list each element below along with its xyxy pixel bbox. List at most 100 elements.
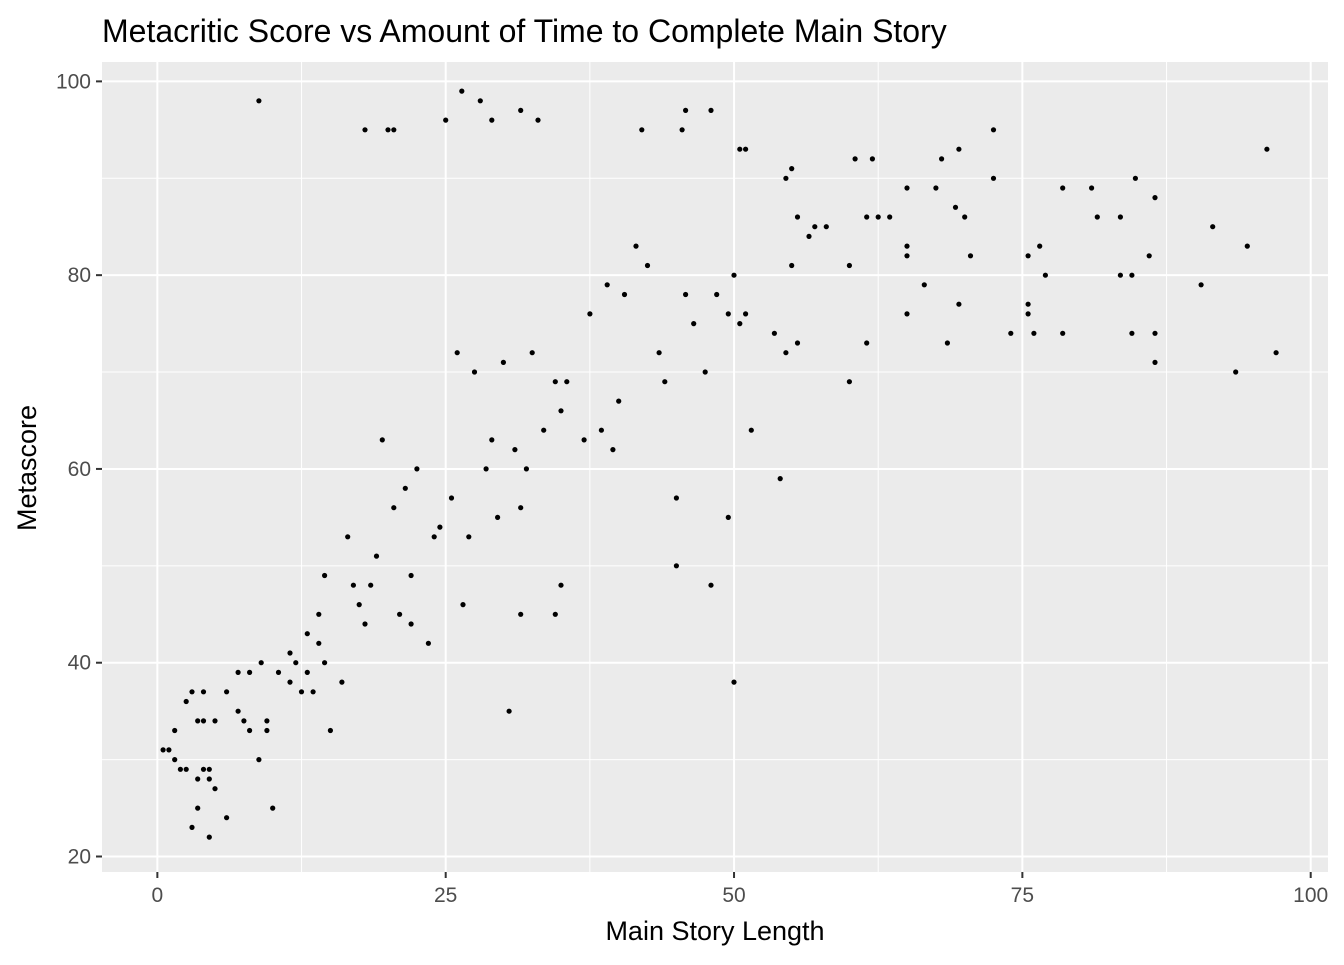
scatter-point (489, 117, 495, 123)
grid-lines (102, 62, 1328, 872)
scatter-point (1031, 330, 1037, 336)
scatter-point (350, 582, 356, 588)
scatter-point (598, 427, 605, 433)
scatter-point (256, 98, 262, 104)
scatter-point (200, 689, 207, 695)
scatter-point (846, 262, 853, 269)
scatter-point (241, 718, 247, 724)
scatter-point (846, 379, 853, 385)
scatter-point (1210, 224, 1216, 230)
scatter-point (454, 350, 460, 356)
scatter-point (789, 166, 795, 172)
scatter-point (500, 359, 506, 365)
y-axis-title: Metascore (12, 405, 42, 531)
scatter-point (743, 146, 749, 152)
scatter-point (771, 330, 778, 336)
scatter-point (806, 233, 812, 239)
scatter-point (683, 107, 689, 113)
scatter-point (864, 214, 870, 220)
scatter-point (1025, 311, 1031, 317)
scatter-point (552, 611, 558, 617)
y-tick-label: 40 (68, 652, 91, 675)
scatter-point (304, 669, 310, 676)
scatter-point (683, 291, 689, 298)
scatter-point (933, 185, 939, 191)
x-tick-label: 25 (434, 884, 457, 907)
scatter-point (195, 718, 201, 724)
scatter-point (443, 117, 449, 123)
scatter-point (316, 611, 322, 617)
scatter-point (1117, 214, 1123, 220)
scatter-point (373, 553, 380, 559)
scatter-point (466, 534, 472, 540)
scatter-point (506, 708, 512, 714)
scatter-point (990, 175, 997, 181)
scatter-point (345, 534, 351, 540)
scatter-point (235, 708, 241, 714)
scatter-point (552, 379, 558, 385)
scatter-point (529, 350, 535, 356)
scatter-point (172, 757, 178, 763)
scatter-point (962, 214, 968, 220)
x-tick-label: 0 (152, 884, 164, 907)
scatter-point (731, 272, 737, 278)
scatter-point (518, 505, 524, 511)
scatter-point (183, 698, 189, 705)
scatter-point (702, 369, 708, 375)
scatter-point (189, 824, 195, 831)
scatter-point (408, 572, 414, 579)
scatter-point (391, 505, 397, 511)
x-tick-label: 50 (722, 884, 745, 907)
scatter-point (287, 679, 293, 685)
scatter-point (256, 757, 262, 763)
scatter-point (748, 427, 754, 433)
scatter-point (952, 204, 959, 210)
scatter-point (1094, 214, 1100, 220)
scatter-point (794, 214, 801, 220)
scatter-point (437, 524, 443, 530)
scatter-point (794, 340, 801, 346)
scatter-point (414, 466, 420, 472)
scatter-point (783, 175, 789, 181)
y-tick-label: 100 (56, 70, 91, 93)
scatter-point (1008, 330, 1014, 336)
scatter-point (1060, 330, 1066, 336)
scatter-point (206, 766, 212, 772)
scatter-point (1129, 330, 1135, 336)
scatter-point (904, 311, 910, 317)
scatter-point (875, 214, 881, 220)
scatter-point (990, 127, 997, 133)
scatter-point (304, 631, 310, 637)
scatter-point (224, 689, 230, 695)
scatter-point (1042, 272, 1048, 278)
scatter-point (1152, 195, 1158, 201)
scatter-point (789, 262, 795, 269)
scatter-point (183, 766, 189, 772)
scatter-point (287, 650, 293, 656)
scatter-point (1060, 185, 1066, 191)
scatter-point (1037, 243, 1043, 249)
scatter-point (604, 282, 610, 288)
scatter-point (177, 766, 183, 772)
scatter-point (264, 718, 270, 724)
scatter-point (362, 127, 368, 133)
scatter-point (564, 379, 570, 385)
scatter-point (431, 534, 437, 540)
scatter-point (247, 727, 253, 734)
scatter-point (1244, 243, 1250, 249)
scatter-point (391, 127, 397, 133)
scatter-point (904, 185, 910, 191)
scatter-point (725, 311, 731, 317)
scatter-point (270, 805, 276, 811)
scatter-point (518, 611, 524, 617)
scatter-point (495, 514, 501, 521)
y-tick-label: 80 (68, 264, 91, 287)
scatter-point (656, 350, 662, 356)
scatter-point (725, 514, 731, 521)
scatter-point (743, 311, 749, 317)
scatter-point (535, 117, 541, 123)
scatter-point (633, 243, 639, 249)
scatter-point (869, 156, 876, 162)
scatter-point (904, 253, 910, 259)
scatter-point (322, 660, 328, 666)
